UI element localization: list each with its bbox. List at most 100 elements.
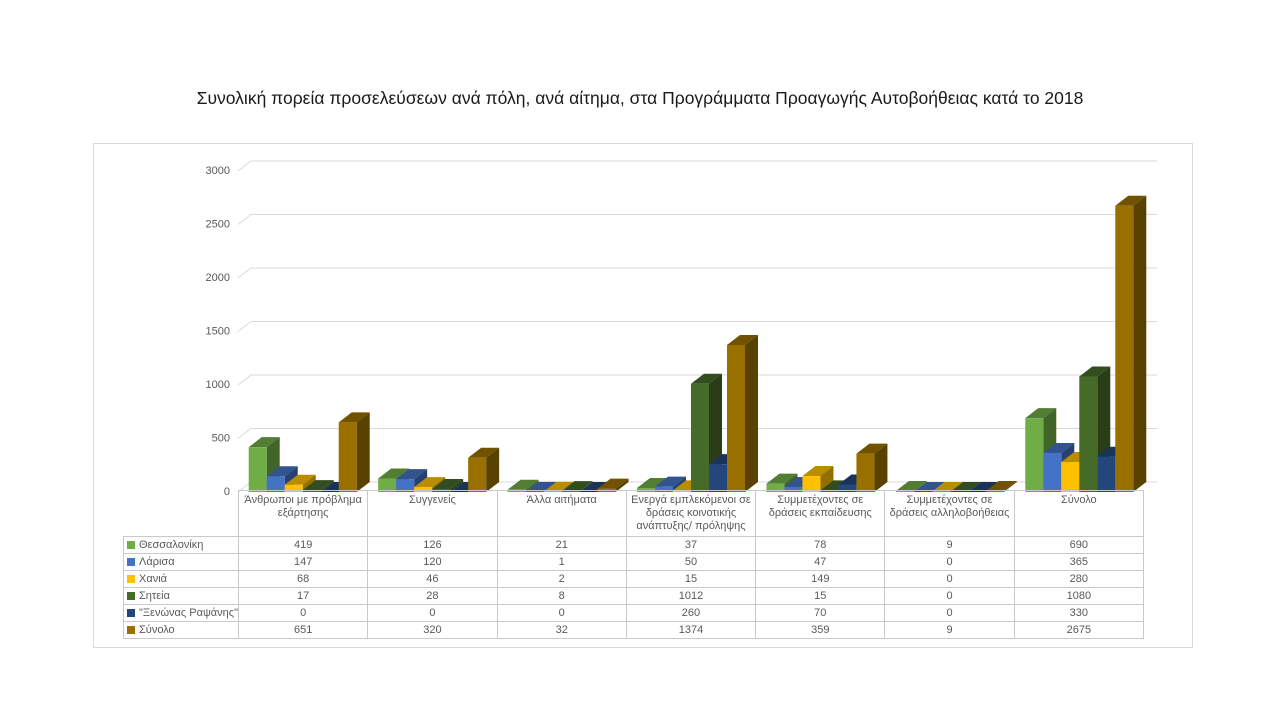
table-row: Χανιά 68 46 2 15 149 0 280 [123, 570, 1145, 588]
series-label-cell: Λάρισα [123, 553, 239, 571]
bar-side-face [820, 466, 834, 492]
bar-top-face [525, 481, 557, 492]
value-cell: 46 [367, 570, 498, 588]
value-cell: 320 [367, 621, 498, 639]
bar-top-face [931, 482, 963, 492]
value-cell: 0 [367, 604, 498, 622]
bar-top-face [432, 479, 464, 490]
bar-top-face [561, 481, 593, 492]
value-cell: 15 [755, 587, 886, 605]
bar [802, 476, 821, 492]
bar-top-face [338, 412, 370, 423]
bar-top-face [248, 437, 280, 448]
bar [1025, 418, 1044, 492]
series-label-cell: "Ξενώνας Ραψάνης" [123, 604, 239, 622]
plot-area: 0 500 1000 1500 2000 2500 3000 [206, 160, 1157, 498]
value-cell: 2 [496, 570, 627, 588]
y-axis-tick-label: 2500 [206, 219, 230, 231]
y-axis-tick-label: 500 [212, 433, 230, 445]
bar [378, 478, 397, 492]
series-label-cell: Χανιά [123, 570, 239, 588]
bar-top-face [468, 447, 500, 458]
value-cell: 330 [1013, 604, 1145, 622]
bar-top-face [302, 480, 334, 491]
value-cell: 147 [237, 553, 369, 571]
bar-side-face [615, 478, 629, 492]
bar [468, 457, 487, 492]
series-name: Σητεία [139, 590, 170, 602]
chart-title: Συνολική πορεία προσελεύσεων ανά πόλη, α… [196, 88, 1084, 108]
category-header: Ενεργά εμπλεκόμενοι σε δράσεις κοινοτική… [625, 490, 757, 537]
legend-swatch [127, 558, 135, 566]
bar-top-face [691, 373, 722, 384]
value-cell: 78 [755, 536, 886, 554]
value-cell: 0 [884, 570, 1015, 588]
bar [1061, 462, 1080, 492]
bar [838, 484, 857, 492]
value-cell: 0 [884, 604, 1015, 622]
bar [691, 383, 709, 492]
bar-top-face [1079, 366, 1111, 377]
series-label-cell: Σύνολο [123, 621, 239, 639]
category-header: Συμμετέχοντες σε δράσεις εκπαίδευσης [755, 490, 886, 537]
value-cell: 37 [625, 536, 757, 554]
table-row: Θεσσαλονίκη 419 126 21 37 78 9 690 [123, 536, 1145, 554]
value-cell: 690 [1013, 536, 1145, 554]
value-cell: 28 [367, 587, 498, 605]
bar-top-face [597, 478, 629, 489]
gridline [237, 374, 1157, 386]
bar-top-face [637, 478, 668, 489]
legend-swatch [127, 592, 135, 600]
value-cell: 0 [884, 587, 1015, 605]
bar-top-face [414, 477, 446, 488]
bar [784, 486, 803, 492]
chart-area: 0 500 1000 1500 2000 2500 3000 Άνθρωποι με πρό… [93, 143, 1193, 648]
value-cell: 1 [496, 553, 627, 571]
value-cell: 0 [237, 604, 369, 622]
value-cell: 50 [625, 553, 757, 571]
gridline [237, 428, 1157, 439]
bar-top-face [802, 466, 834, 477]
corner-cell [124, 491, 239, 537]
bar [1043, 452, 1062, 492]
data-table: Άνθρωποι με πρόβλημα εξάρτησης Συγγενείς Ά… [123, 490, 1145, 639]
gridline [237, 160, 1157, 172]
legend-swatch [127, 626, 135, 634]
value-cell: 365 [1013, 553, 1145, 571]
bar [396, 479, 415, 492]
bar-top-face [895, 481, 927, 492]
bar-side-face [874, 443, 888, 492]
value-cell: 68 [237, 570, 369, 588]
value-cell: 2675 [1013, 621, 1145, 639]
bar-side-face [525, 479, 539, 492]
bar-side-face [320, 480, 334, 492]
value-cell: 359 [755, 621, 886, 639]
series-label-cell: Θεσσαλονίκη [123, 536, 239, 554]
bar-side-face [356, 412, 370, 492]
legend-swatch [127, 575, 135, 583]
bar-top-face [856, 443, 888, 454]
bar-top-face [1043, 442, 1075, 453]
bar-side-face [450, 479, 464, 492]
value-cell: 280 [1013, 570, 1145, 588]
bar-top-face [727, 334, 758, 345]
bar-top-face [766, 473, 798, 484]
bar-top-face [1025, 408, 1057, 419]
table-row: "Ξενώνας Ραψάνης" 0 0 0 260 70 0 330 [123, 604, 1145, 622]
table-row: Σύνολο 651 320 32 1374 359 9 2675 [123, 621, 1145, 639]
y-axis-tick-label: 1500 [206, 326, 230, 338]
value-cell: 32 [496, 621, 627, 639]
bar-top-face [655, 476, 686, 487]
series-name: Χανιά [139, 573, 167, 585]
series-name: Σύνολο [139, 624, 175, 636]
value-cell: 1080 [1013, 587, 1145, 605]
category-header: Άλλα αιτήματα [496, 490, 627, 537]
value-cell: 17 [237, 587, 369, 605]
value-cell: 21 [496, 536, 627, 554]
table-row: Σητεία 17 28 8 1012 15 0 1080 [123, 587, 1145, 605]
series-label-cell: Σητεία [123, 587, 239, 605]
bar-side-face [1133, 195, 1147, 492]
value-cell: 15 [625, 570, 757, 588]
series-name: Θεσσαλονίκη [139, 539, 204, 551]
category-header: Συγγενείς [367, 490, 498, 537]
